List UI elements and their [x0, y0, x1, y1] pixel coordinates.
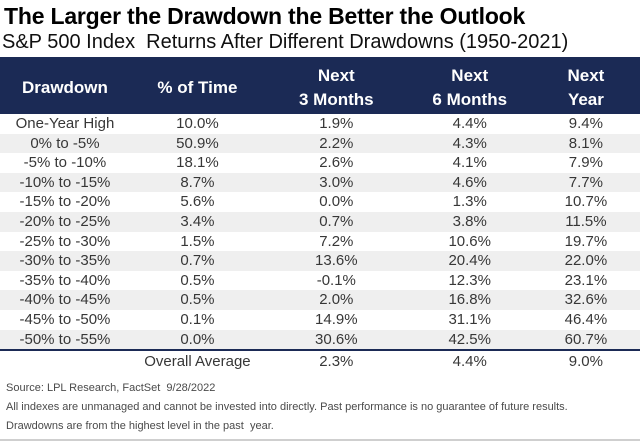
drawdown-cell: -30% to -35% — [0, 251, 130, 271]
chart-subtitle: S&P 500 Index Returns After Different Dr… — [0, 30, 640, 61]
value-cell: 4.4% — [452, 115, 487, 132]
note-line: Drawdowns are from the highest level in … — [6, 420, 274, 433]
overall-average-row: Overall Average 2.3% 4.4% 9.0% — [0, 349, 640, 374]
drawdown-cell: -40% to -45% — [0, 290, 130, 310]
value-cell: 23.1% — [564, 271, 608, 289]
value-cell: 10.7% — [564, 193, 608, 211]
drawdown-cell: -5% to -10% — [23, 154, 107, 172]
value-cell: 14.9% — [315, 310, 358, 328]
value-cell: 20.4% — [407, 251, 532, 271]
value-cell: 9.4% — [568, 115, 603, 132]
drawdown-returns-table: Drawdown % of Time Next 3 Months Next 6 … — [0, 61, 640, 374]
value-cell: 0.1% — [180, 310, 215, 328]
col-header-drawdown: Drawdown — [0, 61, 130, 114]
value-cell: 2.6% — [319, 154, 354, 172]
footnotes: Source: LPL Research, FactSet 9/28/2022 … — [0, 383, 640, 432]
drawdown-cell: -20% to -25% — [0, 211, 130, 232]
value-cell: 5.6% — [180, 193, 215, 211]
value-cell: 7.9% — [568, 154, 603, 172]
value-cell: 4.3% — [407, 133, 532, 154]
value-cell: 30.6% — [264, 329, 408, 351]
value-cell: 1.3% — [452, 193, 487, 211]
chart-title: The Larger the Drawdown the Better the O… — [4, 3, 526, 29]
overall-next-year-value: 9.0% — [531, 349, 640, 374]
value-cell: -0.1% — [316, 271, 356, 289]
drawdown-cell: -50% to -55% — [0, 329, 130, 351]
table-row: -25% to -30% 1.5% 7.2% 10.6% 19.7% — [0, 232, 640, 252]
value-cell: 3.0% — [264, 172, 408, 193]
drawdown-cell: -10% to -15% — [0, 172, 130, 193]
overall-next-6-months-value: 4.4% — [407, 349, 532, 374]
value-cell: 0.0% — [129, 329, 265, 351]
value-cell: 46.4% — [564, 310, 608, 328]
table-row: -5% to -10% 18.1% 2.6% 4.1% 7.9% — [0, 153, 640, 173]
col-header-next-6-months: Next 6 Months — [407, 61, 532, 114]
table-row: 0% to -5% 50.9% 2.2% 4.3% 8.1% — [0, 133, 640, 154]
table-row: -15% to -20% 5.6% 0.0% 1.3% 10.7% — [0, 192, 640, 212]
value-cell: 7.2% — [319, 232, 354, 250]
value-cell: 22.0% — [531, 251, 640, 271]
value-cell: 0.5% — [129, 290, 265, 310]
table-row: -50% to -55% 0.0% 30.6% 42.5% 60.7% — [0, 329, 640, 351]
value-cell: 16.8% — [407, 290, 532, 310]
value-cell: 11.5% — [531, 211, 640, 232]
col-header-next-year: Next Year — [531, 61, 640, 114]
value-cell: 0.7% — [264, 211, 408, 232]
table-body: One-Year High 10.0% 1.9% 4.4% 9.4% 0% to -5% 5… — [0, 114, 640, 351]
table-header: Drawdown % of Time Next 3 Months Next 6 … — [0, 61, 640, 114]
col-header-pct-of-time: % of Time — [129, 61, 265, 114]
value-cell: 12.3% — [448, 271, 491, 289]
table-row: -10% to -15% 8.7% 3.0% 4.6% 7.7% — [0, 172, 640, 193]
value-cell: 0.5% — [180, 271, 215, 289]
value-cell: 13.6% — [264, 251, 408, 271]
value-cell: 18.1% — [176, 154, 219, 172]
drawdown-cell: -45% to -50% — [19, 310, 111, 328]
drawdown-cell: -15% to -20% — [19, 193, 111, 211]
table-row: One-Year High 10.0% 1.9% 4.4% 9.4% — [0, 114, 640, 134]
value-cell: 10.0% — [176, 115, 219, 132]
empty-cell — [0, 349, 130, 374]
drawdown-cell: -25% to -30% — [19, 232, 111, 250]
table-footer: Overall Average 2.3% 4.4% 9.0% — [0, 349, 640, 374]
table-row: -40% to -45% 0.5% 2.0% 16.8% 32.6% — [0, 290, 640, 310]
value-cell: 1.9% — [319, 115, 354, 132]
overall-next-3-months-value: 2.3% — [264, 349, 408, 374]
table-row: -20% to -25% 3.4% 0.7% 3.8% 11.5% — [0, 211, 640, 232]
value-cell: 8.1% — [531, 133, 640, 154]
value-cell: 7.7% — [531, 172, 640, 193]
drawdown-cell: One-Year High — [15, 115, 115, 132]
value-cell: 3.4% — [129, 211, 265, 232]
value-cell: 1.5% — [180, 232, 215, 250]
overall-average-label: Overall Average — [129, 349, 265, 374]
value-cell: 2.0% — [264, 290, 408, 310]
drawdown-cell: -35% to -40% — [19, 271, 111, 289]
drawdown-cell: 0% to -5% — [0, 133, 130, 154]
value-cell: 60.7% — [531, 329, 640, 351]
table-row: -45% to -50% 0.1% 14.9% 31.1% 46.4% — [0, 310, 640, 330]
col-header-next-3-months: Next 3 Months — [264, 61, 408, 114]
value-cell: 32.6% — [531, 290, 640, 310]
value-cell: 8.7% — [129, 172, 265, 193]
table-row: -30% to -35% 0.7% 13.6% 20.4% 22.0% — [0, 251, 640, 271]
value-cell: 31.1% — [448, 310, 491, 328]
disclaimer-line: All indexes are unmanaged and cannot be … — [6, 401, 568, 414]
value-cell: 2.2% — [264, 133, 408, 154]
table-row: -35% to -40% 0.5% -0.1% 12.3% 23.1% — [0, 271, 640, 291]
table-header-row: Drawdown % of Time Next 3 Months Next 6 … — [0, 61, 640, 114]
value-cell: 4.1% — [452, 154, 487, 172]
value-cell: 0.0% — [319, 193, 354, 211]
source-line: Source: LPL Research, FactSet 9/28/2022 — [6, 382, 216, 395]
value-cell: 50.9% — [129, 133, 265, 154]
value-cell: 10.6% — [448, 232, 491, 250]
value-cell: 19.7% — [564, 232, 608, 250]
value-cell: 4.6% — [407, 172, 532, 193]
value-cell: 42.5% — [407, 329, 532, 351]
value-cell: 0.7% — [129, 251, 265, 271]
value-cell: 3.8% — [407, 211, 532, 232]
